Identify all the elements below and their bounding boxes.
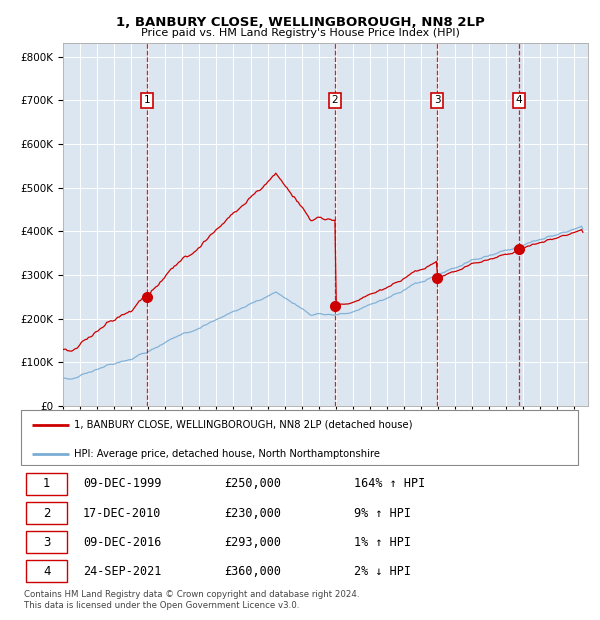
- Text: 1: 1: [43, 477, 50, 490]
- Text: 3: 3: [43, 536, 50, 549]
- Text: 1% ↑ HPI: 1% ↑ HPI: [353, 536, 410, 549]
- Text: 1, BANBURY CLOSE, WELLINGBOROUGH, NN8 2LP: 1, BANBURY CLOSE, WELLINGBOROUGH, NN8 2L…: [116, 16, 484, 29]
- Text: 164% ↑ HPI: 164% ↑ HPI: [353, 477, 425, 490]
- Text: HPI: Average price, detached house, North Northamptonshire: HPI: Average price, detached house, Nort…: [74, 449, 380, 459]
- FancyBboxPatch shape: [26, 473, 67, 495]
- Text: 17-DEC-2010: 17-DEC-2010: [83, 507, 161, 520]
- FancyBboxPatch shape: [26, 531, 67, 553]
- Text: £250,000: £250,000: [224, 477, 281, 490]
- FancyBboxPatch shape: [26, 560, 67, 582]
- Text: 2: 2: [332, 95, 338, 105]
- Text: 4: 4: [515, 95, 522, 105]
- Text: Contains HM Land Registry data © Crown copyright and database right 2024.
This d: Contains HM Land Registry data © Crown c…: [24, 590, 359, 609]
- Text: 1: 1: [144, 95, 151, 105]
- Text: 09-DEC-1999: 09-DEC-1999: [83, 477, 161, 490]
- Text: 2% ↓ HPI: 2% ↓ HPI: [353, 565, 410, 578]
- Text: 24-SEP-2021: 24-SEP-2021: [83, 565, 161, 578]
- Text: Price paid vs. HM Land Registry's House Price Index (HPI): Price paid vs. HM Land Registry's House …: [140, 28, 460, 38]
- Text: 1, BANBURY CLOSE, WELLINGBOROUGH, NN8 2LP (detached house): 1, BANBURY CLOSE, WELLINGBOROUGH, NN8 2L…: [74, 420, 413, 430]
- Text: £293,000: £293,000: [224, 536, 281, 549]
- Text: 9% ↑ HPI: 9% ↑ HPI: [353, 507, 410, 520]
- Text: £360,000: £360,000: [224, 565, 281, 578]
- Text: 2: 2: [43, 507, 50, 520]
- Text: 3: 3: [434, 95, 440, 105]
- Text: 09-DEC-2016: 09-DEC-2016: [83, 536, 161, 549]
- Text: 4: 4: [43, 565, 50, 578]
- FancyBboxPatch shape: [26, 502, 67, 524]
- FancyBboxPatch shape: [21, 410, 578, 465]
- Text: £230,000: £230,000: [224, 507, 281, 520]
